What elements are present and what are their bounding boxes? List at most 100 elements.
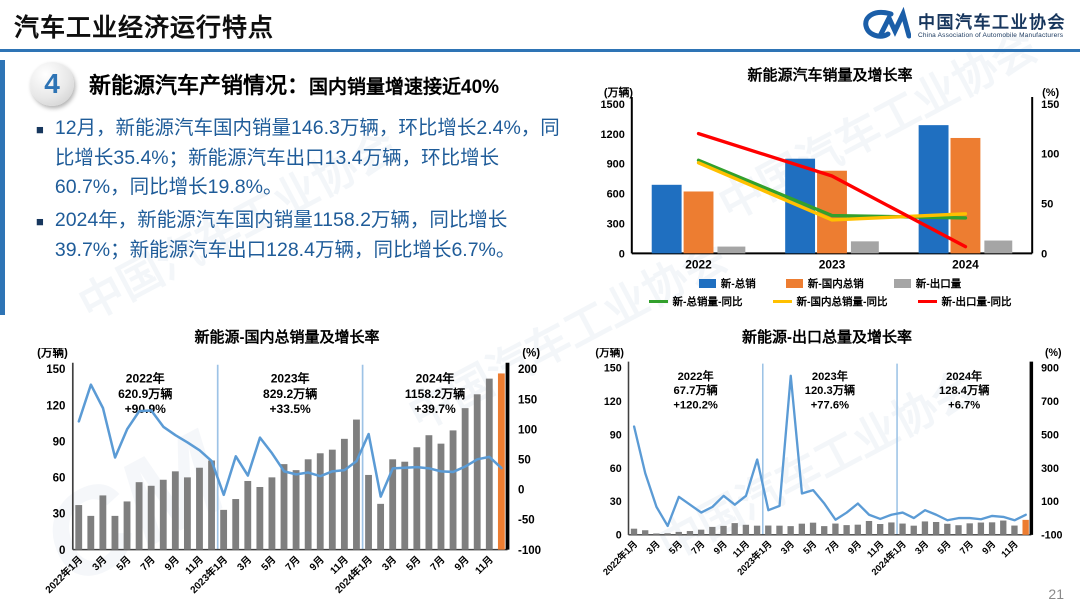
svg-text:90: 90 (53, 436, 66, 448)
legend-label: 新-总销 (720, 278, 756, 291)
bar (651, 184, 682, 254)
svg-text:3月: 3月 (90, 554, 109, 573)
legend-swatch-icon (893, 279, 911, 289)
svg-text:9月: 9月 (162, 554, 181, 573)
bar (697, 529, 705, 535)
bar (183, 477, 191, 550)
legend-item: 新-总销 (698, 276, 756, 291)
svg-text:+6.7%: +6.7% (948, 399, 980, 411)
page-number: 21 (1048, 586, 1064, 602)
svg-text:11月: 11月 (999, 539, 1020, 560)
legend-item: 新-出口量 (893, 276, 961, 291)
svg-text:2022: 2022 (685, 257, 712, 271)
bar (328, 449, 336, 550)
bar (709, 526, 716, 535)
svg-text:30: 30 (610, 496, 622, 508)
bar (675, 531, 682, 535)
bar (932, 521, 940, 535)
bar (353, 419, 360, 550)
growth-line (696, 161, 968, 222)
svg-text:2022年: 2022年 (126, 371, 165, 386)
svg-text:0: 0 (518, 485, 524, 497)
bar (664, 533, 671, 535)
bar (268, 477, 276, 550)
svg-text:50: 50 (518, 455, 531, 467)
legend-label: 新-国内总销量-同比 (796, 296, 888, 309)
svg-text:+120.2%: +120.2% (673, 399, 718, 411)
chart-domestic-monthly: 新能源-国内总销量及增长率 0 30 60 90 120 150 -100 -50 0 50 100… (14, 326, 560, 600)
svg-text:9月: 9月 (846, 539, 863, 556)
legend-swatch-icon (648, 300, 668, 304)
svg-text:600: 600 (607, 189, 625, 201)
bar (787, 526, 794, 535)
bullet-text: 12月，新能源汽车国内销量146.3万辆，环比增长2.4%，同比增长35.4%；… (54, 117, 560, 199)
bar (843, 525, 850, 535)
bar (292, 470, 300, 550)
bar (377, 503, 385, 550)
chart-plot: 0 30 60 90 120 150 -100 -50 0 50 100 150 200 (万辆) (%) 2… (14, 348, 560, 600)
chart-export-monthly: 新能源-出口总量及增长率 0 30 60 90 120 150 -100 100 300 500 7… (574, 326, 1080, 582)
bar (955, 525, 962, 535)
bar (304, 459, 312, 550)
svg-text:1200: 1200 (600, 129, 624, 141)
bar (653, 533, 660, 535)
bar (220, 509, 228, 550)
svg-text:3月: 3月 (779, 539, 796, 556)
svg-text:9月: 9月 (307, 554, 326, 573)
bar (171, 471, 179, 550)
svg-text:5月: 5月 (667, 539, 684, 556)
svg-text:+39.7%: +39.7% (414, 402, 456, 416)
legend-item: 新-总销量-同比 (648, 294, 743, 309)
bar (316, 453, 324, 550)
bar (950, 137, 981, 254)
growth-line (77, 383, 503, 498)
svg-text:300: 300 (607, 218, 625, 230)
domestic-monthly-svg: 0 30 60 90 120 150 -100 -50 0 50 100 150 200 (万辆) (%) 2… (37, 348, 541, 596)
section-number-badge: 4 (30, 62, 74, 106)
svg-text:700: 700 (1041, 396, 1059, 408)
svg-text:-100: -100 (1041, 530, 1062, 542)
svg-text:1500: 1500 (600, 99, 624, 111)
legend-label: 新-总销量-同比 (672, 296, 743, 309)
bar (365, 474, 372, 550)
section-subheading-text: 国内销量增速接近40% (309, 77, 500, 98)
bar (821, 526, 828, 535)
svg-text:7月: 7月 (428, 554, 447, 573)
svg-text:200: 200 (518, 364, 537, 376)
bullet-item: ■ 12月，新能源汽车国内销量146.3万辆，环比增长2.4%，同比增长35.4%… (36, 114, 564, 203)
bar (389, 459, 397, 550)
bar (401, 461, 409, 550)
growth-line (632, 374, 1027, 528)
left-accent-bar (0, 60, 5, 315)
svg-text:3月: 3月 (913, 539, 930, 556)
bar (731, 523, 738, 535)
bar (642, 530, 649, 535)
bar (776, 525, 783, 535)
bullet-text: 2024年，新能源汽车国内销量1158.2万辆，同比增长39.7%；新能源汽车出… (54, 208, 516, 261)
bar (984, 240, 1013, 254)
caam-logo-icon (859, 6, 912, 46)
bar (832, 523, 839, 535)
bar (918, 125, 949, 254)
bar (425, 435, 433, 550)
bar (877, 524, 884, 535)
bar (135, 482, 143, 550)
legend-swatch-icon (785, 279, 803, 289)
bullet-list: ■ 12月，新能源汽车国内销量146.3万辆，环比增长2.4%，同比增长35.4%… (36, 114, 564, 268)
bar (280, 464, 288, 550)
svg-text:120.3万辆: 120.3万辆 (805, 383, 855, 397)
bar (717, 246, 746, 254)
bar (899, 523, 906, 535)
bar (977, 522, 985, 535)
bar (720, 525, 727, 535)
svg-text:+33.5%: +33.5% (270, 402, 312, 416)
svg-text:5月: 5月 (935, 539, 952, 556)
svg-text:2024: 2024 (952, 257, 979, 271)
bar (686, 531, 694, 535)
bar (850, 241, 879, 254)
legend-swatch-icon (917, 300, 937, 304)
svg-text:5月: 5月 (801, 539, 818, 556)
bar (497, 373, 505, 550)
svg-text:7月: 7月 (138, 554, 157, 573)
svg-text:11月: 11月 (473, 554, 496, 577)
